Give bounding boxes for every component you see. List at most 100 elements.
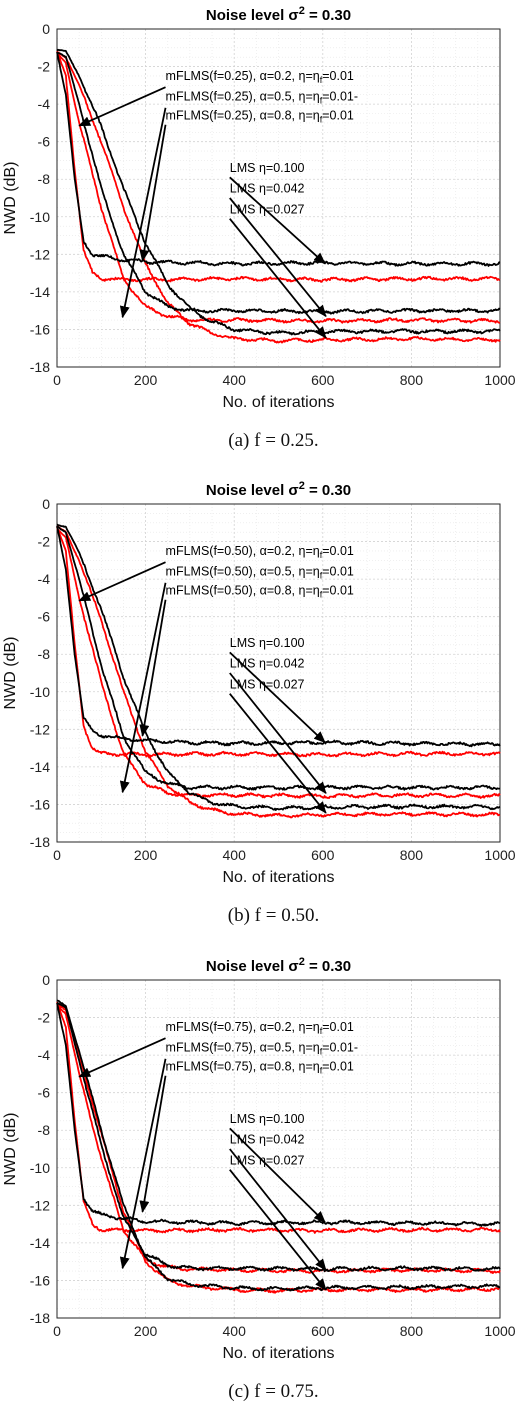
y-tick-label: -14	[30, 759, 50, 775]
y-tick-label: -14	[30, 1235, 50, 1251]
x-axis-label: No. of iterations	[222, 869, 334, 886]
annotation-arrow	[78, 1037, 166, 1078]
y-tick-label: -8	[38, 1122, 51, 1138]
annotation-arrow	[119, 1058, 167, 1270]
y-tick-label: -10	[30, 684, 50, 700]
annotation-arrow	[119, 582, 167, 794]
y-tick-label: 0	[42, 496, 50, 512]
annotation-arrow	[229, 693, 327, 814]
chart-title: Noise level σ2 = 0.30	[206, 5, 351, 24]
annotation-label: LMS η=0.027	[230, 1153, 305, 1167]
y-tick-label: -10	[30, 1160, 50, 1176]
y-tick-label: -12	[30, 246, 50, 262]
annotation-arrow	[139, 599, 167, 737]
y-tick-label: -18	[30, 1310, 50, 1326]
x-tick-label: 1000	[484, 1323, 515, 1339]
axes-frame	[56, 28, 501, 368]
x-tick-label: 800	[400, 372, 424, 388]
annotation-arrow	[229, 1148, 327, 1271]
annotation-arrow	[229, 651, 326, 744]
y-tick-label: -12	[30, 1197, 50, 1213]
x-tick-label: 1000	[484, 372, 515, 388]
annotation-label: mFLMS(f=0.25), α=0.5, η=ηf=0.01-	[166, 90, 359, 106]
annotation-label: mFLMS(f=0.75), α=0.5, η=ηf=0.01-	[166, 1041, 359, 1057]
x-tick-label: 600	[311, 372, 335, 388]
y-tick-label: -6	[38, 134, 51, 150]
series-line	[56, 52, 501, 324]
series-line	[56, 51, 501, 315]
series-line	[56, 525, 501, 748]
annotation-arrow	[229, 197, 327, 318]
series-line	[56, 1003, 501, 1274]
y-tick-label: -6	[38, 609, 51, 625]
y-tick-label: -18	[30, 359, 50, 375]
x-tick-label: 0	[53, 372, 61, 388]
annotation-label: mFLMS(f=0.50), α=0.8, η=ηf=0.01	[166, 583, 354, 599]
chart-panel-2: 0 200 400 600 800 1000 0 -2 -4 -6 -8 -10 -12 -14 -16 -1…	[2, 480, 516, 926]
x-tick-label: 800	[400, 847, 424, 863]
x-tick-label: 600	[311, 1323, 335, 1339]
y-tick-label: -6	[38, 1085, 51, 1101]
y-tick-label: -16	[30, 1272, 50, 1288]
x-tick-label: 200	[134, 372, 158, 388]
series-line	[57, 525, 501, 819]
y-tick-label: -14	[30, 284, 50, 300]
y-tick-label: 0	[42, 21, 50, 37]
annotation-arrow	[78, 561, 166, 602]
annotation-arrow	[229, 672, 327, 794]
y-tick-label: -2	[38, 59, 51, 75]
x-tick-label: 0	[53, 1323, 61, 1339]
x-tick-label: 800	[400, 1323, 424, 1339]
axes-frame	[56, 503, 501, 843]
figure-caption: (a) f = 0.25.	[228, 430, 318, 451]
chart-panel-3: 0 200 400 600 800 1000 0 -2 -4 -6 -8 -10 -12 -14 -16 -1…	[2, 956, 516, 1402]
series-line	[56, 1002, 501, 1227]
annotation-label: LMS η=0.042	[230, 1133, 305, 1147]
y-axis-label: NWD (dB)	[2, 637, 19, 710]
annotation-arrow	[229, 176, 326, 265]
x-tick-label: 400	[223, 1323, 247, 1339]
x-tick-label: 400	[223, 372, 247, 388]
annotation-arrow	[139, 124, 167, 262]
y-tick-label: -12	[30, 721, 50, 737]
chart-title: Noise level σ2 = 0.30	[206, 480, 351, 499]
y-tick-label: -4	[38, 1047, 51, 1063]
y-tick-label: -2	[38, 534, 51, 550]
axes-frame	[56, 979, 501, 1319]
y-tick-label: -4	[38, 571, 51, 587]
y-axis-label: NWD (dB)	[2, 1113, 19, 1186]
x-tick-label: 600	[311, 847, 335, 863]
y-tick-label: -10	[30, 209, 50, 225]
series-line	[56, 999, 501, 1292]
annotation-label: LMS η=0.027	[230, 677, 305, 691]
chart-panel-1: 0 200 400 600 800 1000 0 -2 -4 -6 -8 -10 -12 -14 -16 -1…	[2, 5, 516, 451]
annotation-label: mFLMS(f=0.75), α=0.2, η=ηf=0.01	[166, 1020, 354, 1036]
x-tick-label: 1000	[484, 847, 515, 863]
series-line	[56, 48, 501, 336]
annotation-label: LMS η=0.100	[230, 1112, 305, 1126]
y-tick-label: -2	[38, 1010, 51, 1026]
annotation-label: mFLMS(f=0.75), α=0.8, η=ηf=0.01	[166, 1059, 354, 1075]
y-tick-label: 0	[42, 972, 50, 988]
y-axis-label: NWD (dB)	[2, 162, 19, 235]
y-tick-label: -16	[30, 796, 50, 812]
figure-caption: (c) f = 0.75.	[228, 1381, 318, 1402]
annotation-label: LMS η=0.042	[230, 657, 305, 671]
x-axis-label: No. of iterations	[222, 394, 334, 411]
chart-title: Noise level σ2 = 0.30	[206, 956, 351, 975]
series-line	[56, 528, 501, 799]
annotation-label: mFLMS(f=0.50), α=0.2, η=ηf=0.01	[166, 544, 354, 560]
annotation-arrow	[119, 107, 167, 319]
annotation-arrow	[139, 1075, 167, 1213]
x-tick-label: 200	[134, 1323, 158, 1339]
series-line	[56, 51, 501, 267]
annotation-arrow	[78, 86, 166, 127]
y-tick-label: -8	[38, 171, 51, 187]
series-line	[56, 523, 501, 811]
x-tick-label: 200	[134, 847, 158, 863]
y-tick-label: -8	[38, 646, 51, 662]
annotation-label: LMS η=0.027	[230, 202, 305, 216]
series-line	[56, 50, 501, 344]
annotation-arrow	[229, 1169, 327, 1291]
